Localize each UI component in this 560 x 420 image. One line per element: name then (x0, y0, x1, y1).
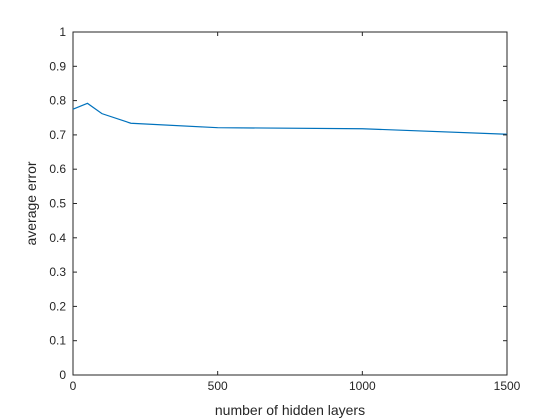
y-tick-label: 0.2 (49, 299, 66, 313)
x-tick-label: 1500 (494, 379, 521, 393)
x-axis-label: number of hidden layers (215, 402, 365, 418)
y-tick-label: 0.4 (49, 231, 66, 245)
x-tick-label: 500 (208, 379, 228, 393)
x-tick-label: 1000 (349, 379, 376, 393)
ticks-layer: 0 500 1000 1500 0 0.1 0.2 0.3 0.4 0.5 0.6 0.7 0.8 0.9… (49, 25, 520, 393)
y-tick-label: 0.3 (49, 265, 66, 279)
y-tick-label: 1 (59, 25, 66, 39)
series-layer (72, 102, 508, 135)
plot-area: 0 500 1000 1500 0 0.1 0.2 0.3 0.4 0.5 0.6 0.7 0.8 0.9… (49, 25, 520, 393)
y-tick-label: 0 (59, 368, 66, 382)
axes-box (72, 31, 508, 376)
y-tick-label: 0.7 (49, 128, 66, 142)
x-tick-label: 0 (70, 379, 77, 393)
y-tick-label: 0.6 (49, 162, 66, 176)
y-axis-label: average error (23, 161, 39, 245)
series-line (72, 102, 508, 135)
y-tick-label: 0.9 (49, 59, 66, 73)
y-tick-label: 0.8 (49, 94, 66, 108)
y-tick-label: 0.1 (49, 334, 66, 348)
y-tick-label: 0.5 (49, 197, 66, 211)
